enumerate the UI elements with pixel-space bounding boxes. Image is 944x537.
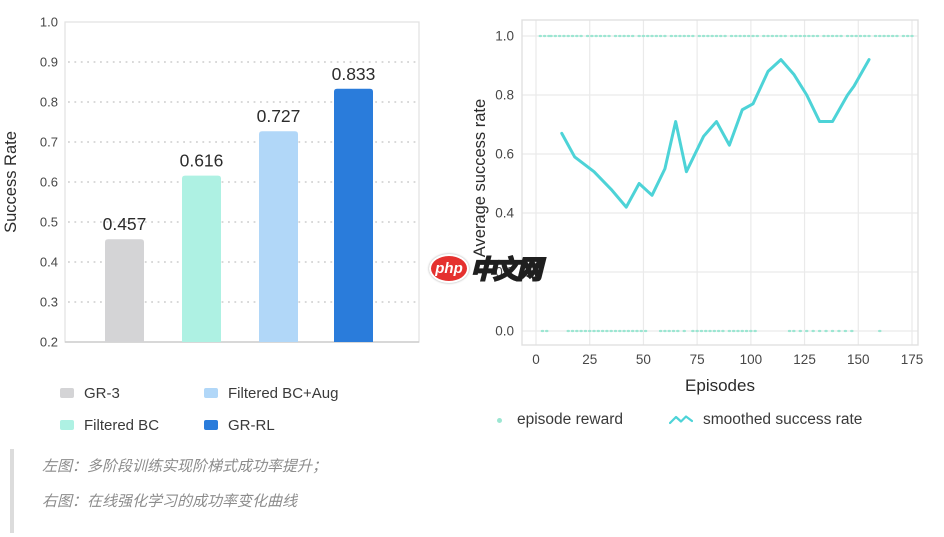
svg-text:Average success rate: Average success rate <box>471 99 489 257</box>
svg-text:0.833: 0.833 <box>332 64 376 84</box>
legend-label-filtered-bc-aug: Filtered BC+Aug <box>228 384 339 402</box>
episode-reward-dot-icon <box>497 417 502 423</box>
svg-text:0.0: 0.0 <box>495 324 514 339</box>
svg-text:0: 0 <box>532 352 540 367</box>
legend-item-gr-rl: GR-RL <box>204 409 338 441</box>
caption-line-2: 右图：在线强化学习的成功率变化曲线 <box>42 493 298 510</box>
svg-text:1.0: 1.0 <box>495 29 514 44</box>
svg-text:0.7: 0.7 <box>40 135 58 150</box>
legend-label-gr-rl: GR-RL <box>228 416 275 434</box>
svg-text:0.727: 0.727 <box>257 106 301 126</box>
legend-item-gr3: GR-3 <box>60 377 204 409</box>
svg-text:0.8: 0.8 <box>495 88 514 103</box>
legend-item-filtered-bc-aug: Filtered BC+Aug <box>204 377 338 409</box>
legend-swatch-filtered-bc <box>60 420 74 430</box>
svg-text:25: 25 <box>582 352 597 367</box>
legend-swatch-gr-rl <box>204 420 218 430</box>
svg-text:75: 75 <box>690 352 705 367</box>
svg-text:Episodes: Episodes <box>685 376 755 395</box>
svg-text:0.5: 0.5 <box>40 215 58 230</box>
bar-chart-legend: GR-3 Filtered BC+Aug Filtered BC GR-RL <box>60 377 338 441</box>
svg-text:0.6: 0.6 <box>495 147 514 162</box>
svg-text:0.6: 0.6 <box>40 175 58 190</box>
caption-line-1: 左图：多阶段训练实现阶梯式成功率提升； <box>42 458 328 475</box>
php-logo-badge: php <box>429 253 469 283</box>
svg-text:100: 100 <box>740 352 763 367</box>
legend-label-gr3: GR-3 <box>84 384 120 402</box>
watermark-text: 中文网 <box>470 255 543 285</box>
legend-label-smoothed: smoothed success rate <box>702 411 863 428</box>
smoothed-line-icon <box>668 414 693 424</box>
legend-label-filtered-bc: Filtered BC <box>84 416 160 434</box>
svg-text:175: 175 <box>901 352 924 367</box>
svg-text:0.3: 0.3 <box>40 295 58 310</box>
svg-text:0.4: 0.4 <box>495 206 514 221</box>
legend-swatch-filtered-bc-aug <box>204 388 218 398</box>
line-chart-legend: episode reward smoothed success rate <box>497 408 862 432</box>
legend-item-smoothed: smoothed success rate <box>668 411 863 429</box>
svg-text:0.8: 0.8 <box>40 95 58 110</box>
legend-label-episode-reward: episode reward <box>517 411 623 428</box>
svg-text:50: 50 <box>636 352 651 367</box>
svg-text:0.457: 0.457 <box>103 214 147 234</box>
svg-text:0.9: 0.9 <box>40 55 58 70</box>
svg-text:0.4: 0.4 <box>40 255 58 270</box>
svg-text:0.2: 0.2 <box>40 335 58 350</box>
legend-item-filtered-bc: Filtered BC <box>60 409 204 441</box>
svg-text:150: 150 <box>847 352 870 367</box>
watermark: php 中文网 <box>429 250 543 286</box>
svg-text:125: 125 <box>793 352 816 367</box>
svg-text:1.0: 1.0 <box>40 15 58 30</box>
legend-item-episode-reward: episode reward <box>497 411 623 429</box>
line-chart: 0 25 50 75 100 125 150 175 0.0 0.2 0.4 0.6 0.8 1.0 Epi… <box>471 19 924 395</box>
legend-swatch-gr3 <box>60 388 74 398</box>
svg-text:0.2: 0.2 <box>495 265 514 280</box>
bar-chart: 0.2 0.3 0.4 0.5 0.6 0.7 0.8 0.9 1.0 0.457 0.616 0.7… <box>2 15 420 350</box>
svg-text:0.616: 0.616 <box>180 151 224 171</box>
svg-text:Success Rate: Success Rate <box>2 131 20 233</box>
figure-caption: 左图：多阶段训练实现阶梯式成功率提升； 右图：在线强化学习的成功率变化曲线 <box>10 449 327 533</box>
caption-accent-bar <box>10 449 14 533</box>
